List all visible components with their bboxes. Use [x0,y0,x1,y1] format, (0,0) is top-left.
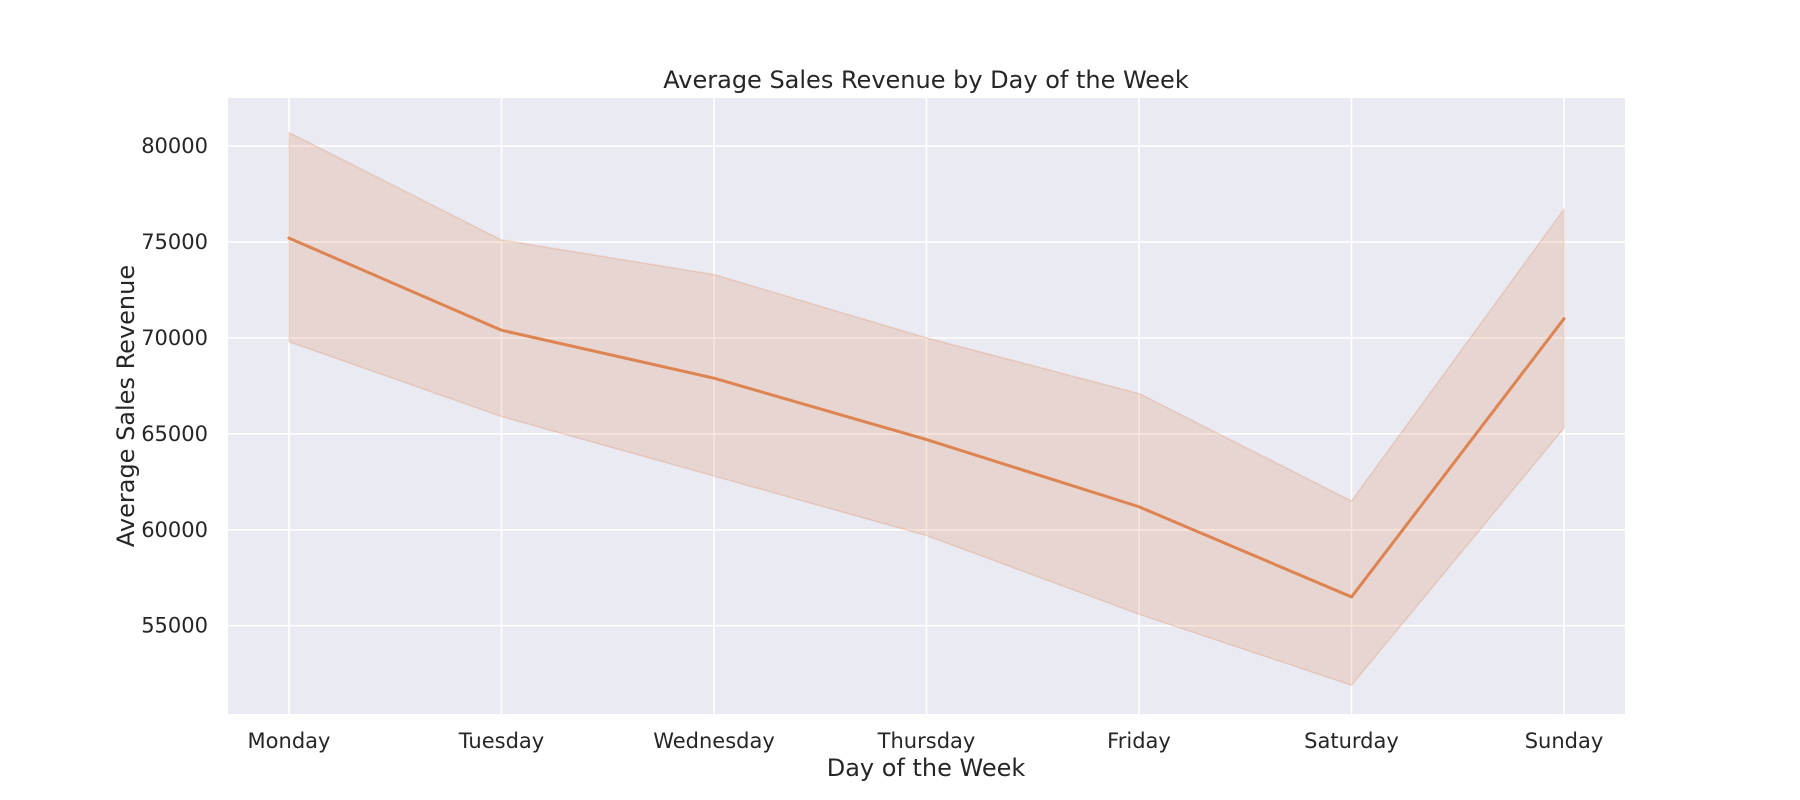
y-axis-ticks: 55000 60000 65000 70000 75000 80000 [141,134,208,638]
y-tick-label: 70000 [141,326,208,350]
x-tick-label: Friday [1107,729,1171,753]
x-tick-label: Sunday [1525,729,1604,753]
series-line-layer [287,236,1566,599]
confidence-interval-band [288,131,1565,687]
y-tick-label: 65000 [141,422,208,446]
y-tick-label: 80000 [141,134,208,158]
x-axis-ticks: Monday Tuesday Wednesday Thursday Friday Satu… [248,729,1604,753]
y-tick-label: 55000 [141,614,208,638]
confidence-band [288,131,1565,687]
x-tick-label: Tuesday [458,729,544,753]
x-tick-label: Saturday [1304,729,1399,753]
y-tick-label: 75000 [141,230,208,254]
grid [228,98,1625,714]
x-axis-label: Day of the Week [827,754,1026,782]
x-tick-label: Monday [248,729,331,753]
chart-title: Average Sales Revenue by Day of the Week [663,66,1189,94]
y-axis-label: Average Sales Revenue [112,265,140,547]
x-tick-label: Thursday [877,729,976,753]
x-tick-label: Wednesday [653,729,775,753]
y-tick-label: 60000 [141,518,208,542]
